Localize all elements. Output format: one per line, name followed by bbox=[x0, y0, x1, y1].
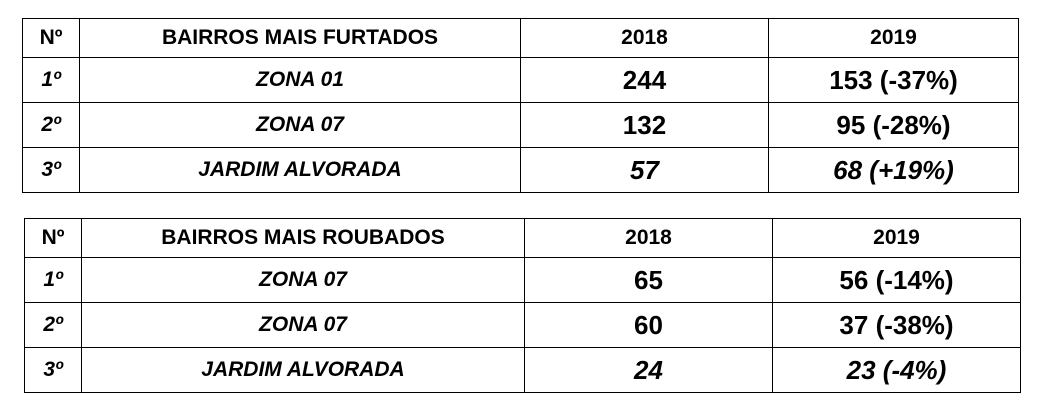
value-cell: 132 bbox=[520, 102, 769, 148]
header-cell: Nº bbox=[24, 218, 82, 258]
value-cell: 60 bbox=[524, 302, 773, 348]
label-cell: 2º bbox=[22, 102, 80, 148]
roubados-table: Nº BAIRROS MAIS ROUBADOS 2018 2019 1º ZONA 07… bbox=[24, 218, 1021, 393]
label-cell: 1º bbox=[22, 57, 80, 103]
data-row: 1º ZONA 01 244 153 (-37%) bbox=[22, 57, 1019, 103]
label-cell: 3º bbox=[24, 347, 82, 393]
furtados-table: Nº BAIRROS MAIS FURTADOS 2018 2019 1º ZONA 01… bbox=[22, 18, 1019, 193]
header-cell: 2018 bbox=[524, 218, 773, 258]
label-cell: ZONA 07 bbox=[79, 102, 521, 148]
header-cell: 2019 bbox=[772, 218, 1021, 258]
label-cell: JARDIM ALVORADA bbox=[81, 347, 525, 393]
value-cell: 57 bbox=[520, 147, 769, 193]
value-cell: 95 (-28%) bbox=[768, 102, 1019, 148]
header-cell: Nº bbox=[22, 18, 80, 58]
value-cell: 153 (-37%) bbox=[768, 57, 1019, 103]
label-cell: ZONA 07 bbox=[81, 302, 525, 348]
label-cell: JARDIM ALVORADA bbox=[79, 147, 521, 193]
label-cell: 1º bbox=[24, 257, 82, 303]
data-row: 3º JARDIM ALVORADA 57 68 (+19%) bbox=[22, 147, 1019, 193]
header-cell: 2018 bbox=[520, 18, 769, 58]
header-cell: 2019 bbox=[768, 18, 1019, 58]
label-cell: ZONA 07 bbox=[81, 257, 525, 303]
header-row: Nº BAIRROS MAIS ROUBADOS 2018 2019 bbox=[24, 218, 1021, 258]
header-cell: BAIRROS MAIS ROUBADOS bbox=[81, 218, 525, 258]
data-row: 1º ZONA 07 65 56 (-14%) bbox=[24, 257, 1021, 303]
data-row: 3º JARDIM ALVORADA 24 23 (-4%) bbox=[24, 347, 1021, 393]
value-cell: 24 bbox=[524, 347, 773, 393]
label-cell: 3º bbox=[22, 147, 80, 193]
value-cell: 23 (-4%) bbox=[772, 347, 1021, 393]
label-cell: ZONA 01 bbox=[79, 57, 521, 103]
data-row: 2º ZONA 07 60 37 (-38%) bbox=[24, 302, 1021, 348]
label-cell: 2º bbox=[24, 302, 82, 348]
header-row: Nº BAIRROS MAIS FURTADOS 2018 2019 bbox=[22, 18, 1019, 58]
value-cell: 68 (+19%) bbox=[768, 147, 1019, 193]
header-cell: BAIRROS MAIS FURTADOS bbox=[79, 18, 521, 58]
value-cell: 65 bbox=[524, 257, 773, 303]
value-cell: 56 (-14%) bbox=[772, 257, 1021, 303]
data-row: 2º ZONA 07 132 95 (-28%) bbox=[22, 102, 1019, 148]
value-cell: 244 bbox=[520, 57, 769, 103]
value-cell: 37 (-38%) bbox=[772, 302, 1021, 348]
